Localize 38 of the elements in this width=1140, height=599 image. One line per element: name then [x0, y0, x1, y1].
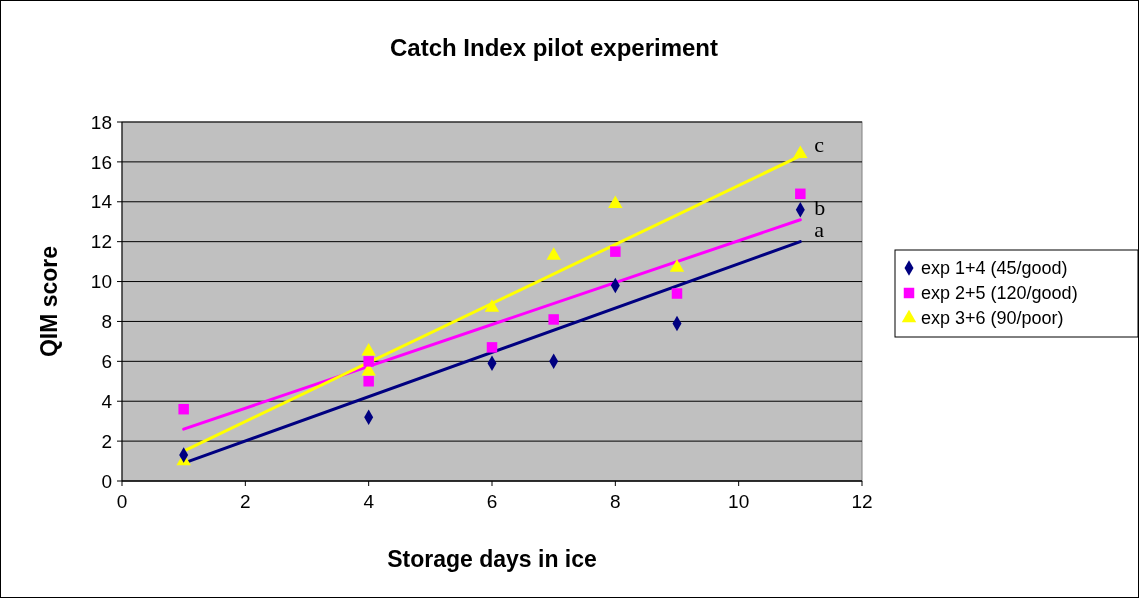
chart-title: Catch Index pilot experiment — [389, 34, 719, 61]
x-tick-label: 10 — [728, 491, 750, 512]
x-tick-label: 8 — [610, 491, 621, 512]
point — [548, 314, 559, 325]
legend-label: exp 2+5 (120/good) — [921, 283, 1078, 304]
point — [671, 288, 683, 299]
point — [669, 259, 685, 272]
x-axis-title: Storage days in ice — [387, 546, 597, 572]
y-tick-label: 6 — [101, 350, 112, 372]
y-tick-label: 2 — [101, 430, 112, 452]
y-tick-label: 4 — [101, 390, 113, 412]
point — [795, 188, 806, 200]
point — [546, 247, 561, 260]
point — [608, 195, 623, 208]
x-tick-label: 12 — [851, 491, 873, 512]
point — [361, 343, 376, 356]
x-tick-label: 2 — [240, 491, 251, 512]
y-tick-label: 16 — [90, 151, 112, 173]
annotation: c — [814, 131, 825, 157]
y-tick-label: 12 — [90, 231, 112, 253]
x-tick-label: 4 — [363, 491, 375, 512]
y-tick-label: 8 — [101, 311, 112, 333]
point — [363, 376, 374, 387]
y-tick-label: 10 — [90, 271, 112, 293]
point — [178, 403, 189, 415]
point — [793, 145, 808, 159]
point — [610, 246, 621, 257]
y-tick-label: 18 — [90, 111, 112, 133]
x-tick-label: 6 — [486, 491, 498, 512]
y-axis-title: QIM score — [36, 245, 62, 358]
x-tick-label: 0 — [116, 491, 128, 512]
point — [484, 299, 500, 312]
legend-label: exp 1+4 (45/good) — [921, 258, 1068, 279]
y-tick-label: 0 — [101, 470, 112, 492]
point — [486, 342, 498, 353]
y-tick-label: 14 — [90, 191, 113, 213]
legend-label: exp 3+6 (90/poor) — [921, 308, 1064, 329]
point — [363, 356, 374, 367]
